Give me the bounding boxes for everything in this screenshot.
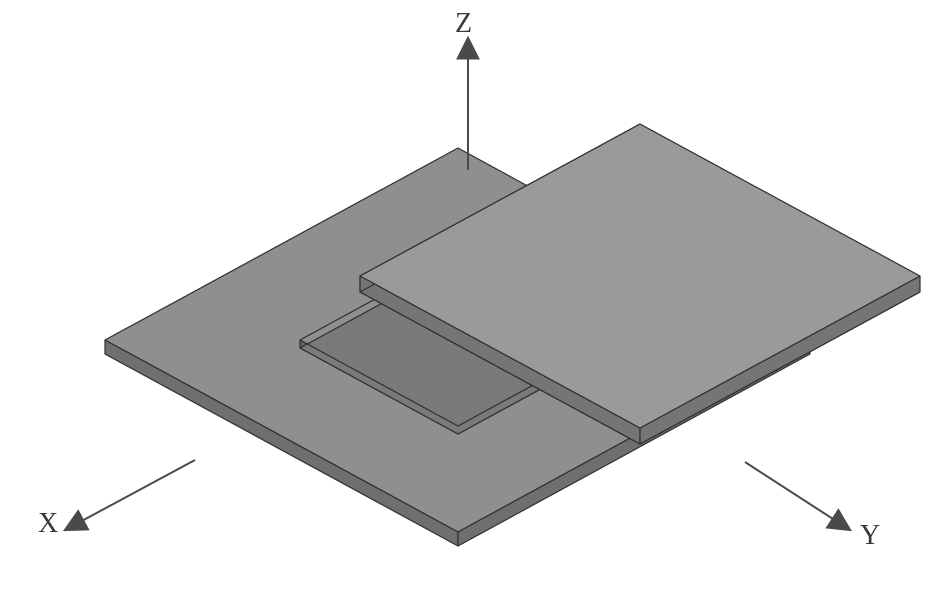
axis-label-x: X [38,508,58,540]
y-axis [745,462,850,530]
x-axis [65,460,195,530]
axis-label-y: Y [860,520,880,552]
diagram-stage: Z X Y [0,0,933,600]
isometric-plates-diagram [0,0,933,600]
axis-label-z: Z [455,8,472,40]
